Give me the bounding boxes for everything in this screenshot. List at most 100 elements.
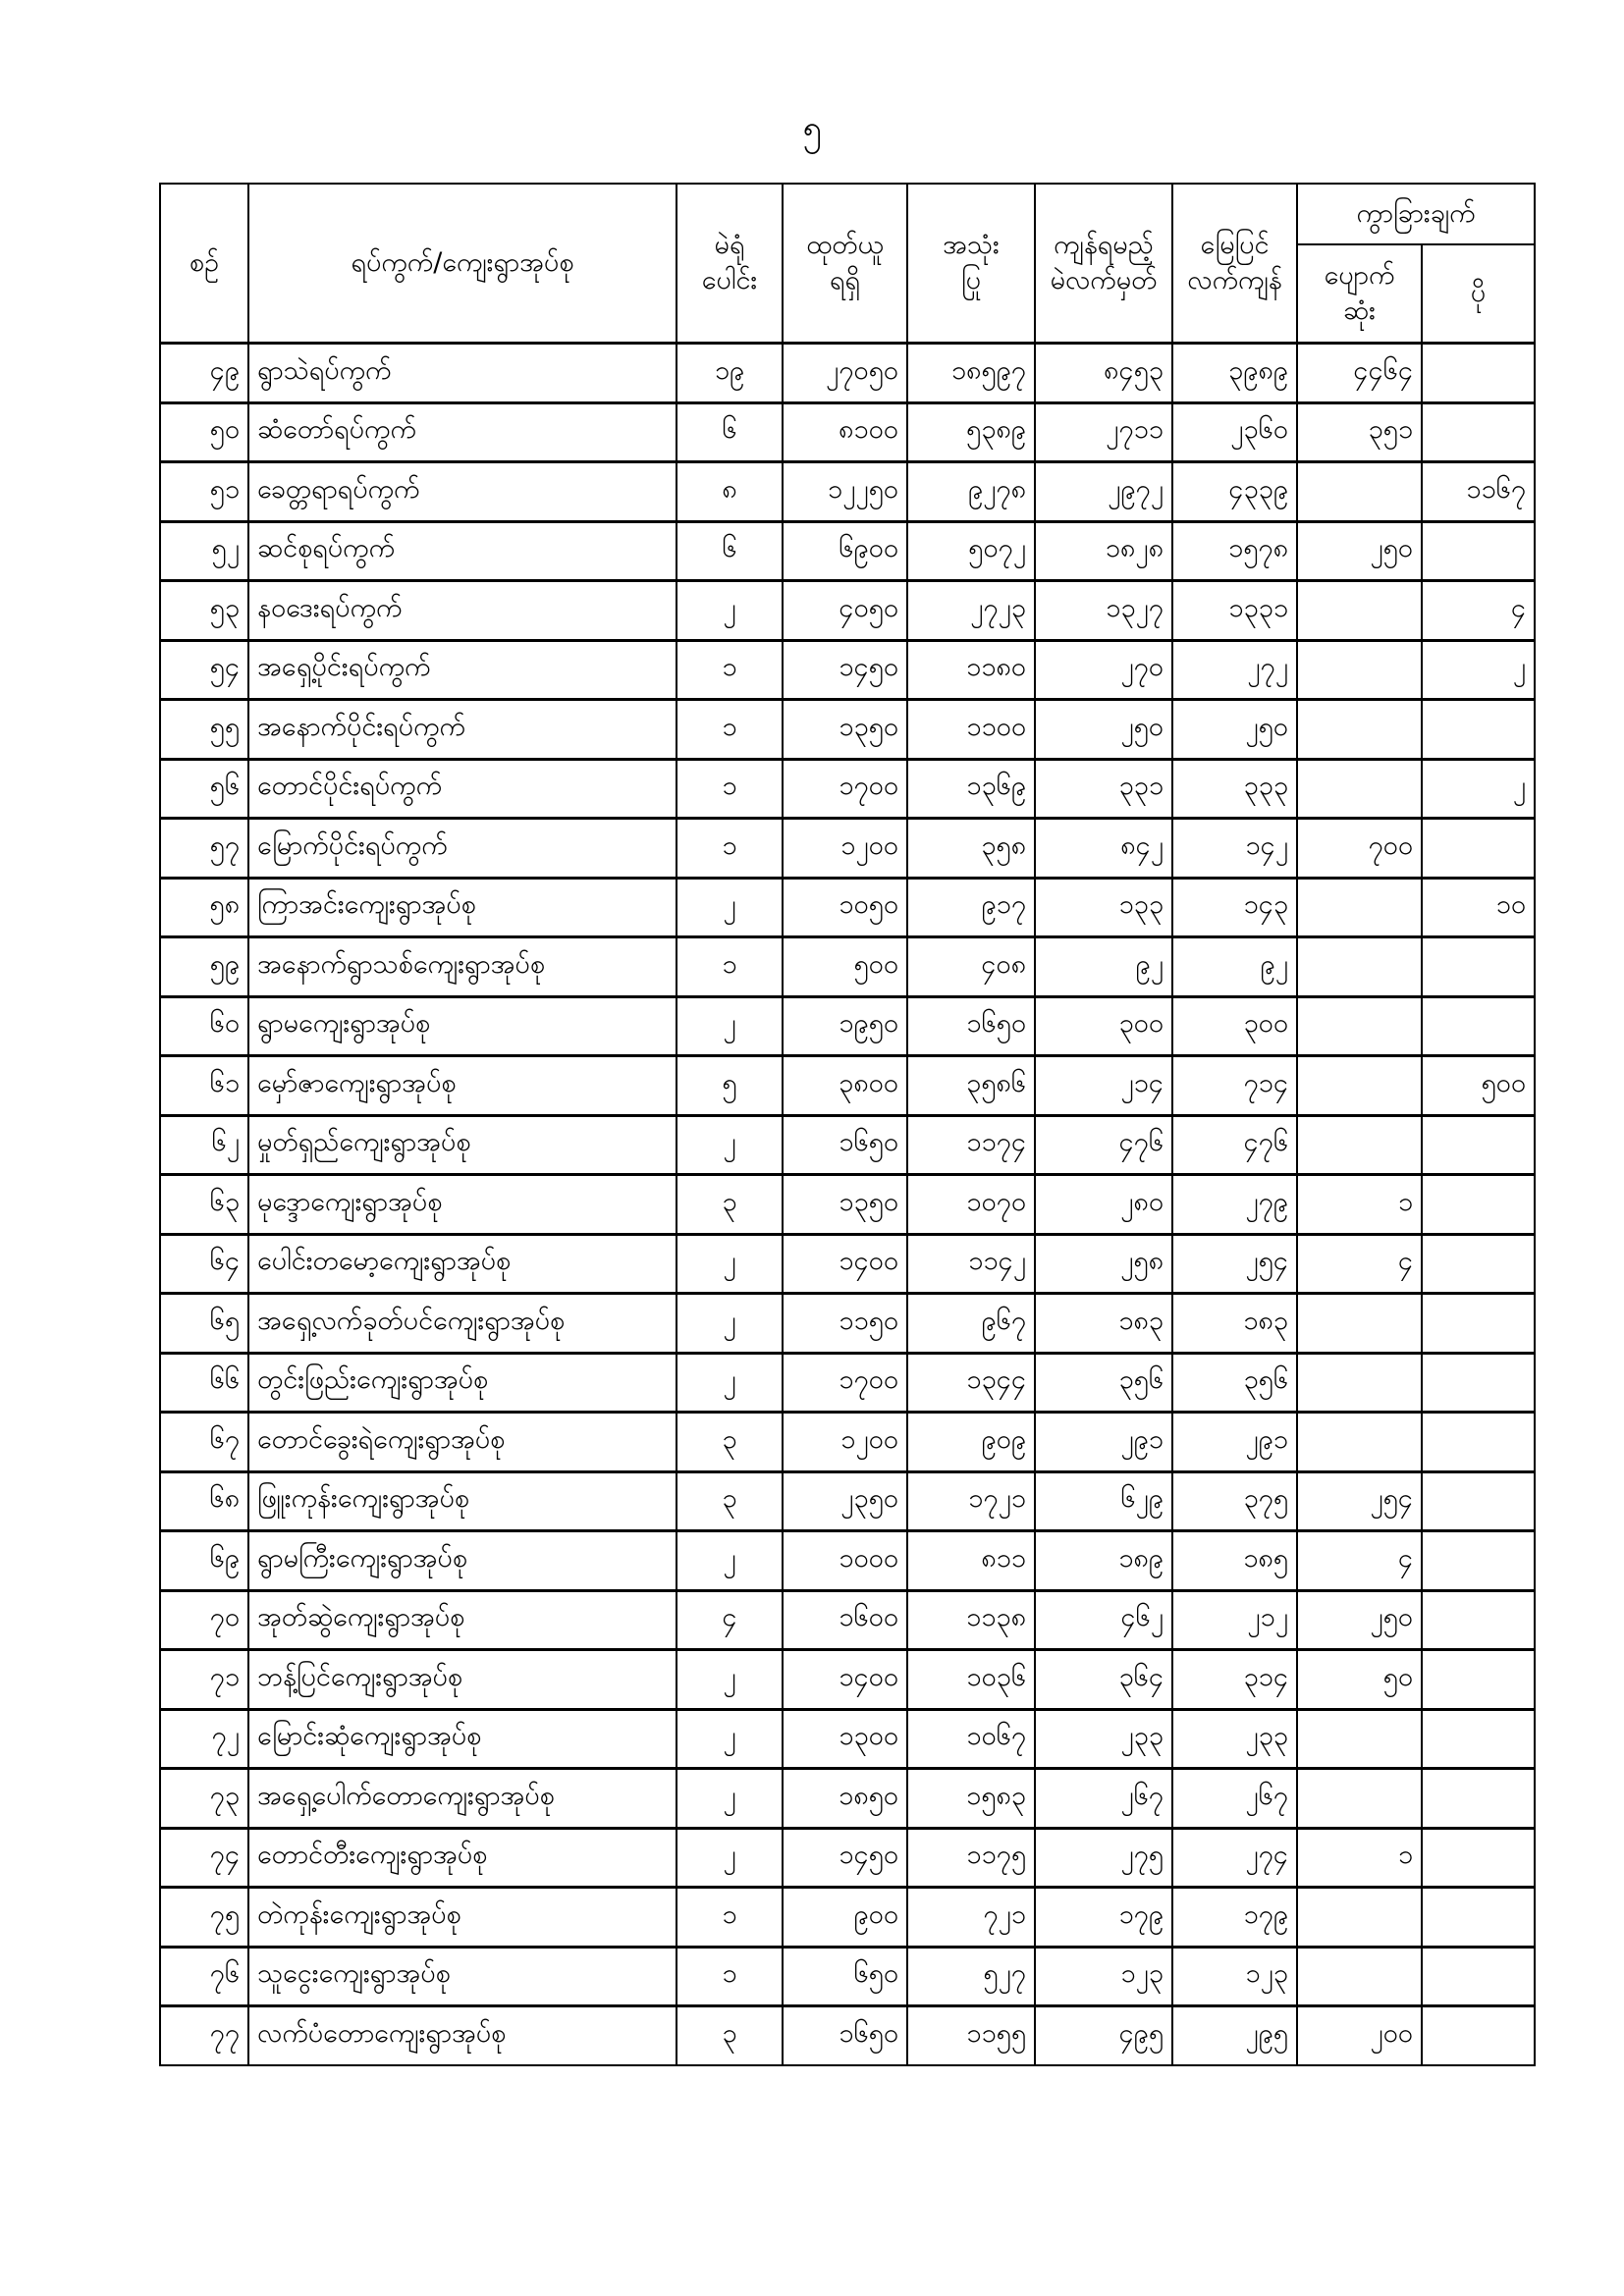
- row-missing: ၂၅၀: [1296, 520, 1423, 582]
- row-should-remain: ၆၂၉: [1034, 1470, 1173, 1532]
- row-excess: ၄: [1420, 579, 1537, 641]
- row-missing: [1296, 1767, 1423, 1829]
- table-row: ၅၀ ဆံတော်ရပ်ကွက်၆၈၁၀၀ ၅၃၈၉ ၂၇၁၁ ၂၃၆၀ ၃၅၁: [159, 401, 1537, 463]
- row-no: ၇၄: [159, 1827, 249, 1889]
- row-missing: [1296, 698, 1423, 760]
- table-row: ၆၃ မုဒ္ဒောကျေးရွာအုပ်စု၃၁၃၅၀ ၁၀၇၀ ၂၈၀ ၂၇၉၁: [159, 1173, 1537, 1235]
- row-used: ၃၅၈: [906, 817, 1036, 879]
- table-row: ၆၂ မှုတ်ရှည်ကျေးရွာအုပ်စု၂၁၆၅၀ ၁၁၇၄ ၄၇၆ ၄၇၆: [159, 1114, 1537, 1176]
- row-excess: ၅၀၀: [1420, 1054, 1537, 1116]
- row-received: ၁၉၅၀: [782, 995, 908, 1057]
- table-row: ၆၉ ရွာမကြီးကျေးရွာအုပ်စု၂၁၀၀၀ ၈၁၁ ၁၈၉ ၁၈၅၄: [159, 1529, 1537, 1591]
- row-used: ၁၁၄၂: [906, 1233, 1036, 1295]
- table-row: ၆၀ ရွာမကျေးရွာအုပ်စု၂၁၉၅၀ ၁၆၅၀ ၃၀၀ ၃၀၀: [159, 995, 1537, 1057]
- row-actual-remain: ၂၁၂: [1171, 1589, 1298, 1651]
- row-missing: [1296, 758, 1423, 820]
- row-should-remain: ၂၃၃: [1034, 1708, 1173, 1770]
- row-no: ၅၁: [159, 460, 249, 522]
- row-used: ၁၀၇၀: [906, 1173, 1036, 1235]
- row-name: ဖြူးကုန်းကျေးရွာအုပ်စု: [247, 1470, 677, 1532]
- row-actual-remain: ၃၇၅: [1171, 1470, 1298, 1532]
- row-used: ၁၇၂၁: [906, 1470, 1036, 1532]
- header-actual-remain: မြေပြင် လက်ကျန်: [1171, 183, 1298, 345]
- row-used: ၁၁၀၀: [906, 698, 1036, 760]
- row-received: ၁၄၀၀: [782, 1648, 908, 1710]
- row-missing: ၁: [1296, 1827, 1423, 1889]
- row-no: ၆၀: [159, 995, 249, 1057]
- row-name: အနောက်ပိုင်းရပ်ကွက်: [247, 698, 677, 760]
- row-excess: [1420, 1470, 1537, 1532]
- table-row: ၅၄ အရှေ့ပိုင်းရပ်ကွက်၁၁၄၅၀ ၁၁၈၀ ၂၇၀ ၂၇၂ ၂: [159, 639, 1537, 701]
- row-polling-booths: ၁: [676, 758, 784, 820]
- row-excess: [1420, 1352, 1537, 1414]
- table-row: ၅၁ ခေတ္တရာရပ်ကွက်၈၁၂၂၅၀ ၉၂၇၈ ၂၉၇၂ ၄၃၃၉ ၁၁၆၇: [159, 460, 1537, 522]
- row-name: ရွာသဲရပ်ကွက်: [247, 342, 677, 403]
- row-polling-booths: ၂: [676, 1827, 784, 1889]
- row-used: ၉၆၇: [906, 1292, 1036, 1354]
- table-row: ၅၈ ကြာအင်းကျေးရွာအုပ်စု၂၁၀၅၀ ၉၁၇ ၁၃၃ ၁၄၃ ၁၀: [159, 877, 1537, 938]
- row-name: ဆံတော်ရပ်ကွက်: [247, 401, 677, 463]
- row-actual-remain: ၂၉၁: [1171, 1411, 1298, 1472]
- row-name: ခေတ္တရာရပ်ကွက်: [247, 460, 677, 522]
- row-name: သူငွေးကျေးရွာအုပ်စု: [247, 1946, 677, 2007]
- row-polling-booths: ၃: [676, 2004, 784, 2066]
- row-should-remain: ၉၂: [1034, 935, 1173, 997]
- row-no: ၄၉: [159, 342, 249, 403]
- row-received: ၈၁၀၀: [782, 401, 908, 463]
- row-used: ၁၁၃၈: [906, 1589, 1036, 1651]
- row-received: ၁၂၂၅၀: [782, 460, 908, 522]
- row-should-remain: ၁၇၉: [1034, 1886, 1173, 1948]
- row-excess: [1420, 2004, 1537, 2066]
- row-missing: ၇၀၀: [1296, 817, 1423, 879]
- row-name: မုဒ္ဒောကျေးရွာအုပ်စု: [247, 1173, 677, 1235]
- row-name: တဲကုန်းကျေးရွာအုပ်စု: [247, 1886, 677, 1948]
- row-excess: ၂: [1420, 639, 1537, 701]
- row-received: ၆၅၀: [782, 1946, 908, 2007]
- row-used: ၉၂၇၈: [906, 460, 1036, 522]
- row-actual-remain: ၂၃၃: [1171, 1708, 1298, 1770]
- row-used: ၄၀၈: [906, 935, 1036, 997]
- row-actual-remain: ၂၃၆၀: [1171, 401, 1298, 463]
- row-missing: [1296, 460, 1423, 522]
- row-actual-remain: ၂၇၄: [1171, 1827, 1298, 1889]
- row-name: လက်ပံတောကျေးရွာအုပ်စု: [247, 2004, 677, 2066]
- row-no: ၅၆: [159, 758, 249, 820]
- row-actual-remain: ၃၅၆: [1171, 1352, 1298, 1414]
- row-missing: ၄: [1296, 1529, 1423, 1591]
- row-no: ၅၂: [159, 520, 249, 582]
- row-missing: ၁: [1296, 1173, 1423, 1235]
- row-received: ၁၆၀၀: [782, 1589, 908, 1651]
- row-name: အရှေ့လက်ခုတ်ပင်ကျေးရွာအုပ်စု: [247, 1292, 677, 1354]
- row-used: ၁၀၆၇: [906, 1708, 1036, 1770]
- row-no: ၆၇: [159, 1411, 249, 1472]
- row-used: ၁၀၃၆: [906, 1648, 1036, 1710]
- row-excess: [1420, 1411, 1537, 1472]
- row-actual-remain: ၁၇၉: [1171, 1886, 1298, 1948]
- row-should-remain: ၁၃၃: [1034, 877, 1173, 938]
- row-missing: ၄၄၆၄: [1296, 342, 1423, 403]
- row-used: ၉၁၇: [906, 877, 1036, 938]
- row-polling-booths: ၂: [676, 1233, 784, 1295]
- row-missing: [1296, 639, 1423, 701]
- row-no: ၆၅: [159, 1292, 249, 1354]
- row-no: ၆၁: [159, 1054, 249, 1116]
- row-should-remain: ၈၄၂: [1034, 817, 1173, 879]
- row-polling-booths: ၁: [676, 698, 784, 760]
- table-row: ၇၃ အရှေ့ပေါက်တောကျေးရွာအုပ်စု၂၁၈၅၀ ၁၅၈၃ ၂၆၇…: [159, 1767, 1537, 1829]
- row-missing: [1296, 877, 1423, 938]
- row-used: ၃၅၈၆: [906, 1054, 1036, 1116]
- header-excess: ပို: [1420, 243, 1537, 345]
- row-actual-remain: ၂၉၅: [1171, 2004, 1298, 2066]
- row-polling-booths: ၂: [676, 1648, 784, 1710]
- row-actual-remain: ၂၆၇: [1171, 1767, 1298, 1829]
- row-excess: [1420, 1827, 1537, 1889]
- row-excess: [1420, 1589, 1537, 1651]
- row-should-remain: ၈၄၅၃: [1034, 342, 1173, 403]
- row-name: ရွာမကျေးရွာအုပ်စု: [247, 995, 677, 1057]
- row-missing: ၂၅၀: [1296, 1589, 1423, 1651]
- row-used: ၈၁၁: [906, 1529, 1036, 1591]
- row-should-remain: ၁၂၃: [1034, 1946, 1173, 2007]
- row-excess: [1420, 520, 1537, 582]
- row-missing: [1296, 995, 1423, 1057]
- row-used: ၅၂၇: [906, 1946, 1036, 2007]
